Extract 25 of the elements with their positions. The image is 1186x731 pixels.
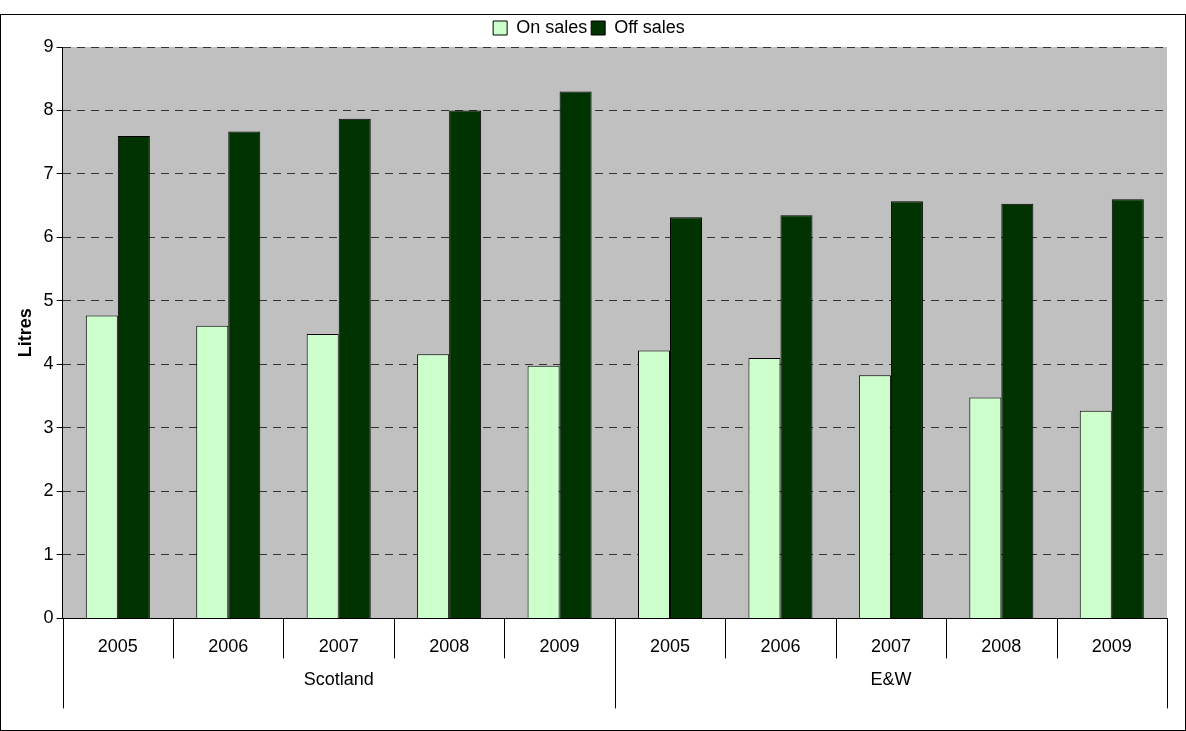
- x-tick-label: 2006: [760, 636, 801, 657]
- y-tick-label: 7: [43, 162, 54, 183]
- y-tick-label: 6: [43, 226, 54, 247]
- y-tick-label: 8: [43, 99, 54, 120]
- x-tick-label: 2008: [429, 636, 470, 657]
- x-tick-label: 2009: [539, 636, 580, 657]
- x-tick-label: 2005: [97, 636, 138, 657]
- y-tick-label: 1: [43, 543, 54, 564]
- x-tick-label: 2007: [318, 636, 359, 657]
- y-tick-label: 2: [43, 480, 54, 501]
- x-tick-label: 2008: [981, 636, 1022, 657]
- legend-label: Off sales: [614, 16, 685, 37]
- x-tick-label: 2006: [208, 636, 249, 657]
- x-tick-label: 2005: [650, 636, 691, 657]
- x-tick-label: 2007: [870, 636, 911, 657]
- text: E&W: [870, 669, 912, 690]
- y-tick-label: 5: [43, 289, 54, 310]
- text: Scotland: [303, 669, 374, 690]
- y-tick-label: 9: [43, 35, 54, 56]
- y-tick-label: 4: [43, 353, 54, 374]
- legend-label: On sales: [516, 16, 588, 37]
- y-tick-label: 0: [43, 607, 54, 628]
- y-axis-title: Litres: [14, 308, 35, 358]
- x-tick-label: 2009: [1091, 636, 1132, 657]
- y-tick-label: 3: [43, 416, 54, 437]
